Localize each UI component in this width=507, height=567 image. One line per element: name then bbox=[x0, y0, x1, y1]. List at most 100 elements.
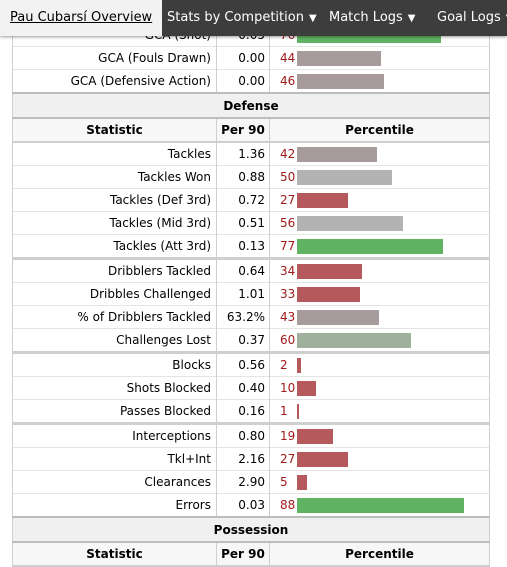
stat-name: Challenges Lost bbox=[12, 328, 217, 353]
table-row: Passes Blocked 0.16 1 bbox=[12, 399, 490, 424]
chevron-down-icon: ▼ bbox=[506, 13, 507, 24]
percentile-bar bbox=[297, 239, 443, 254]
column-header-per90[interactable]: Per 90 bbox=[216, 542, 270, 567]
section-title: Possession bbox=[12, 516, 490, 543]
stat-name: % of Dribblers Tackled bbox=[12, 305, 217, 329]
possession-section-header: Possession bbox=[12, 516, 490, 543]
percentile-cell: 46 bbox=[269, 69, 490, 93]
percentile-bar bbox=[297, 264, 362, 279]
per90-value: 0.03 bbox=[216, 493, 270, 517]
percentile-bar bbox=[297, 404, 299, 419]
column-header-row: Statistic Per 90 Percentile bbox=[12, 118, 490, 143]
tab-goal-logs[interactable]: Goal Logs ▼ bbox=[437, 0, 507, 36]
percentile-cell: 44 bbox=[269, 46, 490, 70]
stat-name: Tkl+Int bbox=[12, 447, 217, 471]
column-header-percentile[interactable]: Percentile bbox=[269, 542, 490, 567]
stat-name: Tackles Won bbox=[12, 165, 217, 189]
table-row: Tackles (Att 3rd) 0.13 77 bbox=[12, 234, 490, 259]
percentile-cell: 10 bbox=[269, 376, 490, 400]
table-row: Tackles Won 0.88 50 bbox=[12, 165, 490, 189]
tab-stats-by-competition[interactable]: Stats by Competition ▼ bbox=[167, 0, 317, 36]
percentile-cell: 27 bbox=[269, 447, 490, 471]
percentile-cell: 43 bbox=[269, 305, 490, 329]
percentile-value: 27 bbox=[280, 193, 296, 207]
stat-name: Interceptions bbox=[12, 423, 217, 448]
tab-stats-label: Stats by Competition bbox=[167, 10, 304, 25]
table-row: Tkl+Int 2.16 27 bbox=[12, 447, 490, 471]
stat-name: GCA (Defensive Action) bbox=[12, 69, 217, 93]
percentile-cell: 5 bbox=[269, 470, 490, 494]
per90-value: 2.16 bbox=[216, 447, 270, 471]
percentile-bar bbox=[297, 170, 392, 185]
per90-value: 0.00 bbox=[216, 46, 270, 70]
percentile-bar bbox=[297, 452, 348, 467]
percentile-bar bbox=[297, 147, 377, 162]
table-row: Errors 0.03 88 bbox=[12, 493, 490, 517]
stat-name: Blocks bbox=[12, 352, 217, 377]
column-header-row: Statistic Per 90 Percentile bbox=[12, 542, 490, 567]
table-row: Blocks 0.56 2 bbox=[12, 352, 490, 377]
percentile-value: 34 bbox=[280, 264, 296, 278]
percentile-value: 5 bbox=[280, 475, 288, 489]
stat-name: Shots Blocked bbox=[12, 376, 217, 400]
percentile-value: 56 bbox=[280, 216, 296, 230]
percentile-cell: 1 bbox=[269, 399, 490, 424]
table-row: Tackles 1.36 42 bbox=[12, 142, 490, 166]
table-row: Shots Blocked 0.40 10 bbox=[12, 376, 490, 400]
percentile-value: 77 bbox=[280, 239, 296, 253]
tab-match-logs[interactable]: Match Logs ▼ bbox=[329, 0, 416, 36]
percentile-cell: 50 bbox=[269, 165, 490, 189]
chevron-down-icon: ▼ bbox=[407, 13, 416, 24]
percentile-bar bbox=[297, 51, 381, 66]
table-row: % of Dribblers Tackled 63.2% 43 bbox=[12, 305, 490, 329]
top-nav: Pau Cubarsí Overview Stats by Competitio… bbox=[0, 0, 507, 36]
percentile-cell: 56 bbox=[269, 211, 490, 235]
table-row: Challenges Lost 0.37 60 bbox=[12, 328, 490, 353]
percentile-cell: 2 bbox=[269, 352, 490, 377]
stat-name: Dribbles Challenged bbox=[12, 282, 217, 306]
column-header-statistic[interactable]: Statistic bbox=[12, 118, 217, 143]
tab-goal-logs-label: Goal Logs bbox=[437, 10, 501, 25]
stat-name: Tackles (Att 3rd) bbox=[12, 234, 217, 259]
per90-value: 0.88 bbox=[216, 165, 270, 189]
per90-value: 0.56 bbox=[216, 352, 270, 377]
percentile-value: 46 bbox=[280, 74, 296, 88]
stat-name: Errors bbox=[12, 493, 217, 517]
stat-name: Tackles (Mid 3rd) bbox=[12, 211, 217, 235]
table-row: Dribbles Challenged 1.01 33 bbox=[12, 282, 490, 306]
percentile-value: 50 bbox=[280, 170, 296, 184]
percentile-value: 44 bbox=[280, 51, 296, 65]
stat-name: Tackles (Def 3rd) bbox=[12, 188, 217, 212]
tab-match-logs-label: Match Logs bbox=[329, 10, 403, 25]
percentile-value: 33 bbox=[280, 287, 296, 301]
percentile-cell: 42 bbox=[269, 142, 490, 166]
scouting-report-table: GCA (Shot)0.0576GCA (Fouls Drawn)0.0044G… bbox=[12, 24, 490, 567]
per90-value: 63.2% bbox=[216, 305, 270, 329]
per90-value: 1.01 bbox=[216, 282, 270, 306]
percentile-cell: 19 bbox=[269, 423, 490, 448]
stat-name: Dribblers Tackled bbox=[12, 258, 217, 283]
column-header-per90[interactable]: Per 90 bbox=[216, 118, 270, 143]
column-header-statistic[interactable]: Statistic bbox=[12, 542, 217, 567]
percentile-cell: 34 bbox=[269, 258, 490, 283]
percentile-bar bbox=[297, 498, 464, 513]
percentile-value: 27 bbox=[280, 452, 296, 466]
column-header-percentile[interactable]: Percentile bbox=[269, 118, 490, 143]
percentile-bar bbox=[297, 74, 384, 89]
stat-name: Passes Blocked bbox=[12, 399, 217, 424]
percentile-bar bbox=[297, 475, 307, 490]
percentile-bar bbox=[297, 381, 316, 396]
per90-value: 0.51 bbox=[216, 211, 270, 235]
table-row: Tackles (Mid 3rd) 0.51 56 bbox=[12, 211, 490, 235]
per90-value: 0.80 bbox=[216, 423, 270, 448]
percentile-bar bbox=[297, 193, 348, 208]
percentile-cell: 77 bbox=[269, 234, 490, 259]
percentile-cell: 60 bbox=[269, 328, 490, 353]
percentile-value: 10 bbox=[280, 381, 296, 395]
percentile-bar bbox=[297, 429, 333, 444]
percentile-value: 88 bbox=[280, 498, 296, 512]
per90-value: 0.72 bbox=[216, 188, 270, 212]
per90-value: 0.40 bbox=[216, 376, 270, 400]
table-row: Clearances 2.90 5 bbox=[12, 470, 490, 494]
tab-overview[interactable]: Pau Cubarsí Overview bbox=[0, 0, 163, 36]
